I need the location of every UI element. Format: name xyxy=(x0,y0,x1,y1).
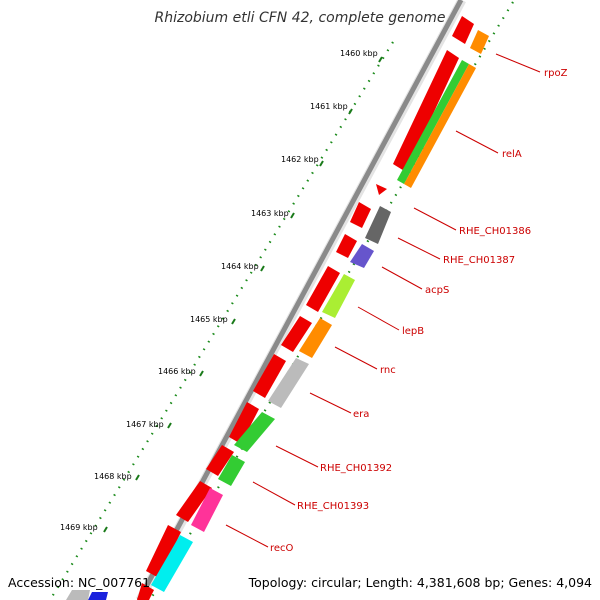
gene-recO[interactable] xyxy=(151,535,193,592)
gene-acpS[interactable] xyxy=(322,274,355,318)
gene-minus-3[interactable] xyxy=(376,184,387,195)
gene-rnc[interactable] xyxy=(268,358,309,408)
kbp-label-1467: 1467 kbp xyxy=(126,420,164,429)
kbp-label-1465: 1465 kbp xyxy=(190,315,228,324)
kbp-ticks xyxy=(103,56,383,533)
kbp-label-1466: 1466 kbp xyxy=(158,367,196,376)
genome-summary-text: Topology: circular; Length: 4,381,608 bp… xyxy=(248,575,592,590)
kbp-label-1469: 1469 kbp xyxy=(60,523,98,532)
gene-label-recO[interactable]: recO xyxy=(270,543,294,554)
gene-minus-4[interactable] xyxy=(350,202,371,228)
gene-label-RHE_CH01386[interactable]: RHE_CH01386 xyxy=(459,226,531,237)
kbp-label-1460: 1460 kbp xyxy=(340,49,378,58)
gene-era[interactable] xyxy=(234,412,275,452)
gene-minus-10[interactable] xyxy=(206,445,234,476)
accession-text: Accession: NC_007761 xyxy=(8,575,151,590)
kbp-label-1468: 1468 kbp xyxy=(94,472,132,481)
gene-minus-13[interactable] xyxy=(137,583,154,600)
gene-RHE_CH01393[interactable] xyxy=(191,488,223,532)
label-leaders xyxy=(225,53,541,548)
inner-dotted-ring xyxy=(49,41,394,600)
gene-RHE_CH01386[interactable] xyxy=(365,206,391,244)
kbp-label-1463: 1463 kbp xyxy=(251,209,289,218)
gene-minus-6[interactable] xyxy=(306,266,340,312)
gene-minus-11[interactable] xyxy=(176,481,212,522)
plus-strand-genes xyxy=(66,30,489,600)
gene-label-RHE_CH01387[interactable]: RHE_CH01387 xyxy=(443,255,515,266)
gene-minus-1[interactable] xyxy=(452,16,474,44)
gene-relA-a[interactable] xyxy=(397,60,469,184)
gene-label-lepB[interactable]: lepB xyxy=(402,326,424,337)
gene-RHE_CH01387[interactable] xyxy=(350,244,374,268)
gene-label-RHE_CH01393[interactable]: RHE_CH01393 xyxy=(297,501,369,512)
kbp-label-1462: 1462 kbp xyxy=(281,155,319,164)
gene-minus-7[interactable] xyxy=(281,316,312,352)
map-title: Rhizobium etli CFN 42, complete genome xyxy=(154,10,446,26)
gene-minus-5[interactable] xyxy=(336,234,357,258)
kbp-label-1464: 1464 kbp xyxy=(221,262,259,271)
gene-RHE_CH01392[interactable] xyxy=(218,455,245,486)
gene-minus-9[interactable] xyxy=(229,402,259,444)
gene-label-acpS[interactable]: acpS xyxy=(425,285,449,296)
gene-label-RHE_CH01392[interactable]: RHE_CH01392 xyxy=(320,463,392,474)
gene-label-rnc[interactable]: rnc xyxy=(380,365,396,376)
gene-minus-8[interactable] xyxy=(253,354,286,398)
gene-partial-blue[interactable] xyxy=(88,592,108,600)
kbp-label-1461: 1461 kbp xyxy=(310,102,348,111)
gene-lepB[interactable] xyxy=(299,318,332,358)
gene-label-era[interactable]: era xyxy=(353,409,369,420)
gene-minus-12[interactable] xyxy=(146,525,181,578)
gene-rpoZ[interactable] xyxy=(470,30,489,54)
gene-minus-2[interactable] xyxy=(393,50,459,172)
minus-strand-genes xyxy=(137,16,474,600)
gene-partial-grey[interactable] xyxy=(66,590,90,600)
gene-label-rpoZ[interactable]: rpoZ xyxy=(544,68,568,79)
gene-label-relA[interactable]: relA xyxy=(502,149,522,160)
gene-relA-b[interactable] xyxy=(404,64,476,188)
